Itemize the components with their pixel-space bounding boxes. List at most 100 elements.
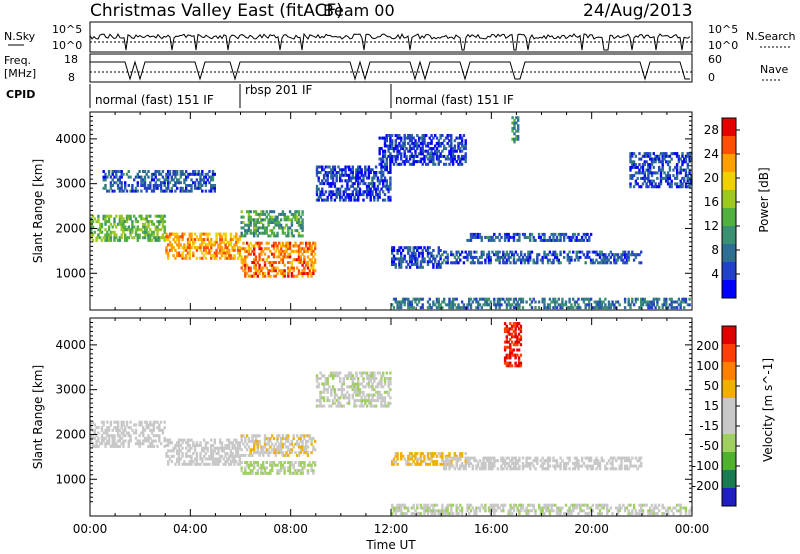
power-cell: [373, 182, 376, 186]
velocity-cell: [326, 396, 329, 400]
power-cell: [290, 223, 294, 227]
power-cell: [306, 261, 310, 264]
power-echo-region-3: [240, 210, 304, 238]
velocity-cell: [496, 459, 500, 463]
velocity-cell: [127, 426, 130, 430]
velocity-cell: [251, 437, 254, 441]
velocity-cell: [314, 463, 317, 467]
velocity-cell: [443, 512, 446, 516]
power-cell: [625, 255, 629, 259]
power-cell: [598, 303, 602, 307]
power-cell: [573, 232, 577, 236]
velocity-cell: [193, 457, 197, 461]
velocity-cell: [443, 509, 446, 513]
power-cell: [170, 178, 173, 182]
power-cell: [656, 300, 659, 304]
power-cell: [643, 152, 646, 156]
power-cell: [249, 269, 252, 273]
velocity-cell: [274, 448, 277, 452]
velocity-cell: [238, 444, 242, 447]
velocity-cell: [539, 512, 543, 516]
power-cell: [584, 232, 587, 236]
power-cell: [688, 152, 691, 156]
power-cell: [238, 251, 242, 255]
power-cell: [373, 173, 376, 177]
freq-line: [90, 60, 690, 81]
power-cell: [423, 136, 426, 140]
power-cell: [351, 171, 354, 174]
velocity-cell: [378, 393, 381, 397]
velocity-cell: [652, 506, 655, 510]
power-cell: [668, 174, 672, 178]
power-cell: [256, 229, 259, 233]
velocity-cell: [407, 457, 410, 461]
power-cell: [426, 149, 430, 153]
power-cell: [398, 136, 401, 140]
velocity-cell: [478, 506, 482, 510]
power-cell: [414, 257, 417, 261]
velocity-cell: [400, 512, 403, 516]
power-cell: [185, 170, 188, 173]
power-cell: [176, 178, 179, 182]
power-cell: [464, 147, 467, 151]
velocity-cell: [322, 399, 326, 403]
power-cell: [351, 184, 354, 188]
velocity-cell: [550, 509, 553, 513]
power-cell: [679, 168, 682, 172]
power-cell: [258, 212, 261, 216]
power-cell: [149, 181, 152, 185]
power-cell: [147, 230, 150, 234]
power-cell: [188, 246, 191, 250]
velocity-cell: [554, 503, 557, 507]
power-cell: [358, 182, 362, 186]
velocity-cell: [124, 434, 127, 438]
power-cell: [663, 176, 666, 180]
velocity-cell: [310, 439, 313, 443]
power-cell: [468, 297, 471, 301]
velocity-cell: [511, 456, 514, 460]
power-cell: [247, 223, 251, 227]
velocity-cell: [122, 444, 125, 448]
power-cell: [143, 225, 147, 229]
power-cell: [400, 303, 403, 307]
power-cell: [405, 160, 408, 164]
velocity-cell: [500, 464, 503, 468]
power-cell: [425, 134, 428, 137]
power-cell: [339, 187, 342, 191]
power-cell: [186, 184, 190, 187]
power-cell: [387, 144, 390, 148]
power-cell: [417, 144, 421, 148]
power-cell: [330, 193, 333, 197]
power-cell: [199, 256, 202, 260]
power-cell: [649, 179, 652, 183]
power-cell: [315, 184, 319, 188]
power-cell: [493, 297, 496, 301]
velocity-cell: [254, 439, 258, 443]
velocity-cell: [120, 420, 123, 424]
power-cell: [532, 261, 535, 265]
power-cell: [317, 179, 320, 183]
power-cell: [364, 173, 367, 177]
power-cell: [351, 190, 354, 194]
velocity-cell: [444, 464, 448, 468]
power-cell: [611, 303, 614, 307]
power-cell: [600, 306, 603, 310]
power-cell: [219, 235, 222, 239]
power-cell: [267, 261, 270, 264]
velocity-cell: [580, 459, 584, 463]
power-cell: [297, 252, 301, 256]
power-cell: [663, 300, 666, 304]
power-cell: [435, 136, 439, 140]
power-cell: [167, 178, 170, 182]
power-cell: [328, 165, 331, 169]
velocity-cell: [204, 457, 208, 461]
velocity-cell: [106, 428, 109, 432]
power-cell: [620, 253, 623, 257]
velocity-cell: [156, 420, 159, 424]
power-cell: [623, 306, 627, 310]
power-cell: [450, 144, 453, 148]
power-cell: [188, 172, 191, 176]
power-cell: [598, 250, 602, 254]
power-cell: [383, 144, 387, 148]
